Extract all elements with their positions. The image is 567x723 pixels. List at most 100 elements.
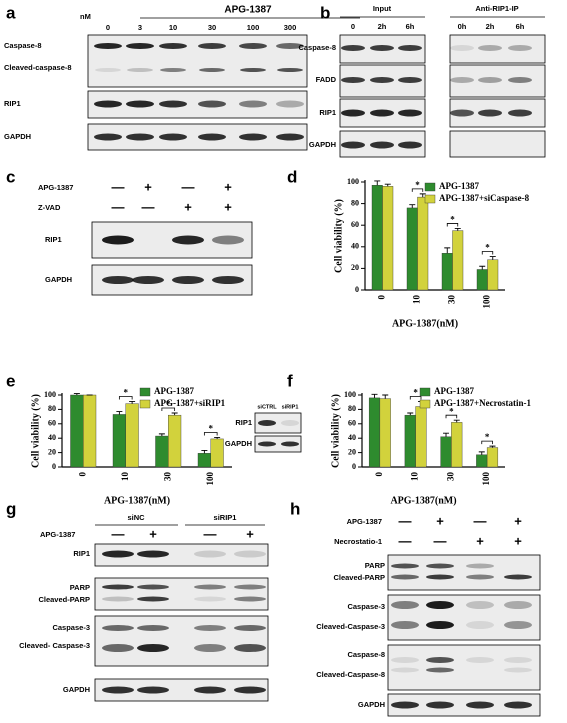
- error-bar: [489, 445, 496, 448]
- band: [281, 420, 299, 426]
- error-bar: [489, 256, 496, 260]
- band: [426, 563, 454, 569]
- row-label: RIP1: [319, 108, 336, 117]
- legend-label: APG-1387+Necrostatin-1: [434, 398, 531, 408]
- legend-swatch: [139, 387, 151, 397]
- error-bar: [384, 183, 391, 187]
- row-label: GAPDH: [309, 140, 336, 149]
- bar: [404, 414, 416, 468]
- band: [132, 276, 164, 284]
- x-tick-label: 100: [481, 472, 491, 486]
- x-axis-label: APG-1387(nM): [390, 495, 456, 506]
- error-bar: [479, 265, 486, 270]
- sign: —: [204, 526, 217, 541]
- blot-box: [94, 543, 269, 567]
- panel-letter: h: [290, 499, 300, 518]
- legend-swatch: [424, 182, 436, 192]
- error-bar: [158, 433, 165, 437]
- significance-label: *: [485, 243, 490, 253]
- y-tick-label: 0: [52, 462, 56, 471]
- sign: +: [144, 179, 152, 194]
- band: [370, 109, 394, 117]
- band: [194, 686, 226, 694]
- significance-bracket: [481, 440, 493, 445]
- blot-box: [449, 34, 546, 64]
- x-tick-label: 0: [374, 472, 384, 477]
- band: [137, 644, 169, 652]
- x-tick-label: 30: [162, 472, 172, 482]
- panel-letter: g: [6, 499, 16, 518]
- bar: [476, 269, 488, 291]
- blot-box: [254, 412, 302, 434]
- band: [391, 574, 419, 580]
- band: [391, 701, 419, 709]
- error-bar: [478, 451, 485, 455]
- band: [102, 644, 134, 652]
- row-label: RIP1: [45, 235, 62, 244]
- row-label: Cleaved- Caspase-3: [19, 641, 90, 650]
- sign: —: [399, 513, 412, 528]
- x-tick-label: 100: [482, 295, 492, 309]
- band: [508, 45, 532, 51]
- y-tick-label: 20: [348, 447, 356, 456]
- band: [212, 235, 244, 245]
- significance-bracket: [445, 414, 458, 419]
- panel-letter: f: [287, 371, 293, 390]
- bar: [487, 259, 499, 291]
- band: [426, 574, 454, 580]
- band: [234, 584, 266, 590]
- band: [127, 68, 153, 72]
- blot-title: APG-1387: [224, 5, 272, 16]
- band: [277, 68, 303, 72]
- band: [159, 43, 187, 49]
- band: [95, 68, 121, 72]
- significance-bracket: [411, 188, 424, 192]
- panel-letter: d: [287, 167, 297, 186]
- significance-label: *: [450, 215, 455, 225]
- row-label: RIP1: [4, 99, 21, 108]
- blot-box: [387, 644, 541, 691]
- band: [466, 701, 494, 709]
- row-label: RIP1: [235, 418, 252, 427]
- band: [426, 667, 454, 673]
- band: [426, 657, 454, 663]
- lane-label: 10: [169, 23, 177, 32]
- band: [159, 100, 187, 108]
- band: [466, 621, 494, 629]
- error-bar: [419, 193, 426, 198]
- legend-swatch: [424, 194, 436, 204]
- band: [504, 701, 532, 709]
- band: [276, 43, 304, 49]
- band: [504, 667, 532, 673]
- y-tick-label: 80: [348, 404, 356, 413]
- y-tick-label: 20: [351, 263, 359, 272]
- legend-swatch: [419, 387, 431, 397]
- band: [234, 625, 266, 631]
- band: [478, 109, 502, 117]
- significance-label: *: [415, 180, 420, 190]
- row-label: Caspase-8: [347, 650, 385, 659]
- treatment-label: APG-1387: [347, 517, 382, 526]
- lane-label: 100: [247, 23, 260, 32]
- group-label: siNC: [127, 513, 145, 522]
- sign: +: [224, 179, 232, 194]
- x-tick-label: 30: [445, 472, 455, 482]
- band: [102, 596, 134, 602]
- treatment-label: Necrostatio-1: [334, 537, 382, 546]
- panel-letter: a: [6, 3, 16, 22]
- lane-label: 0: [106, 23, 110, 32]
- band: [240, 68, 266, 72]
- band: [466, 657, 494, 663]
- row-label: GAPDH: [225, 439, 252, 448]
- band: [450, 45, 474, 51]
- band: [234, 644, 266, 652]
- sign: +: [514, 533, 522, 548]
- band: [194, 644, 226, 652]
- band: [341, 141, 365, 149]
- panel-letter: e: [6, 371, 15, 390]
- bar: [476, 454, 488, 468]
- band: [391, 621, 419, 629]
- band: [94, 43, 122, 49]
- legend-label: APG-1387+siCaspase-8: [439, 193, 530, 203]
- error-bar: [116, 411, 123, 415]
